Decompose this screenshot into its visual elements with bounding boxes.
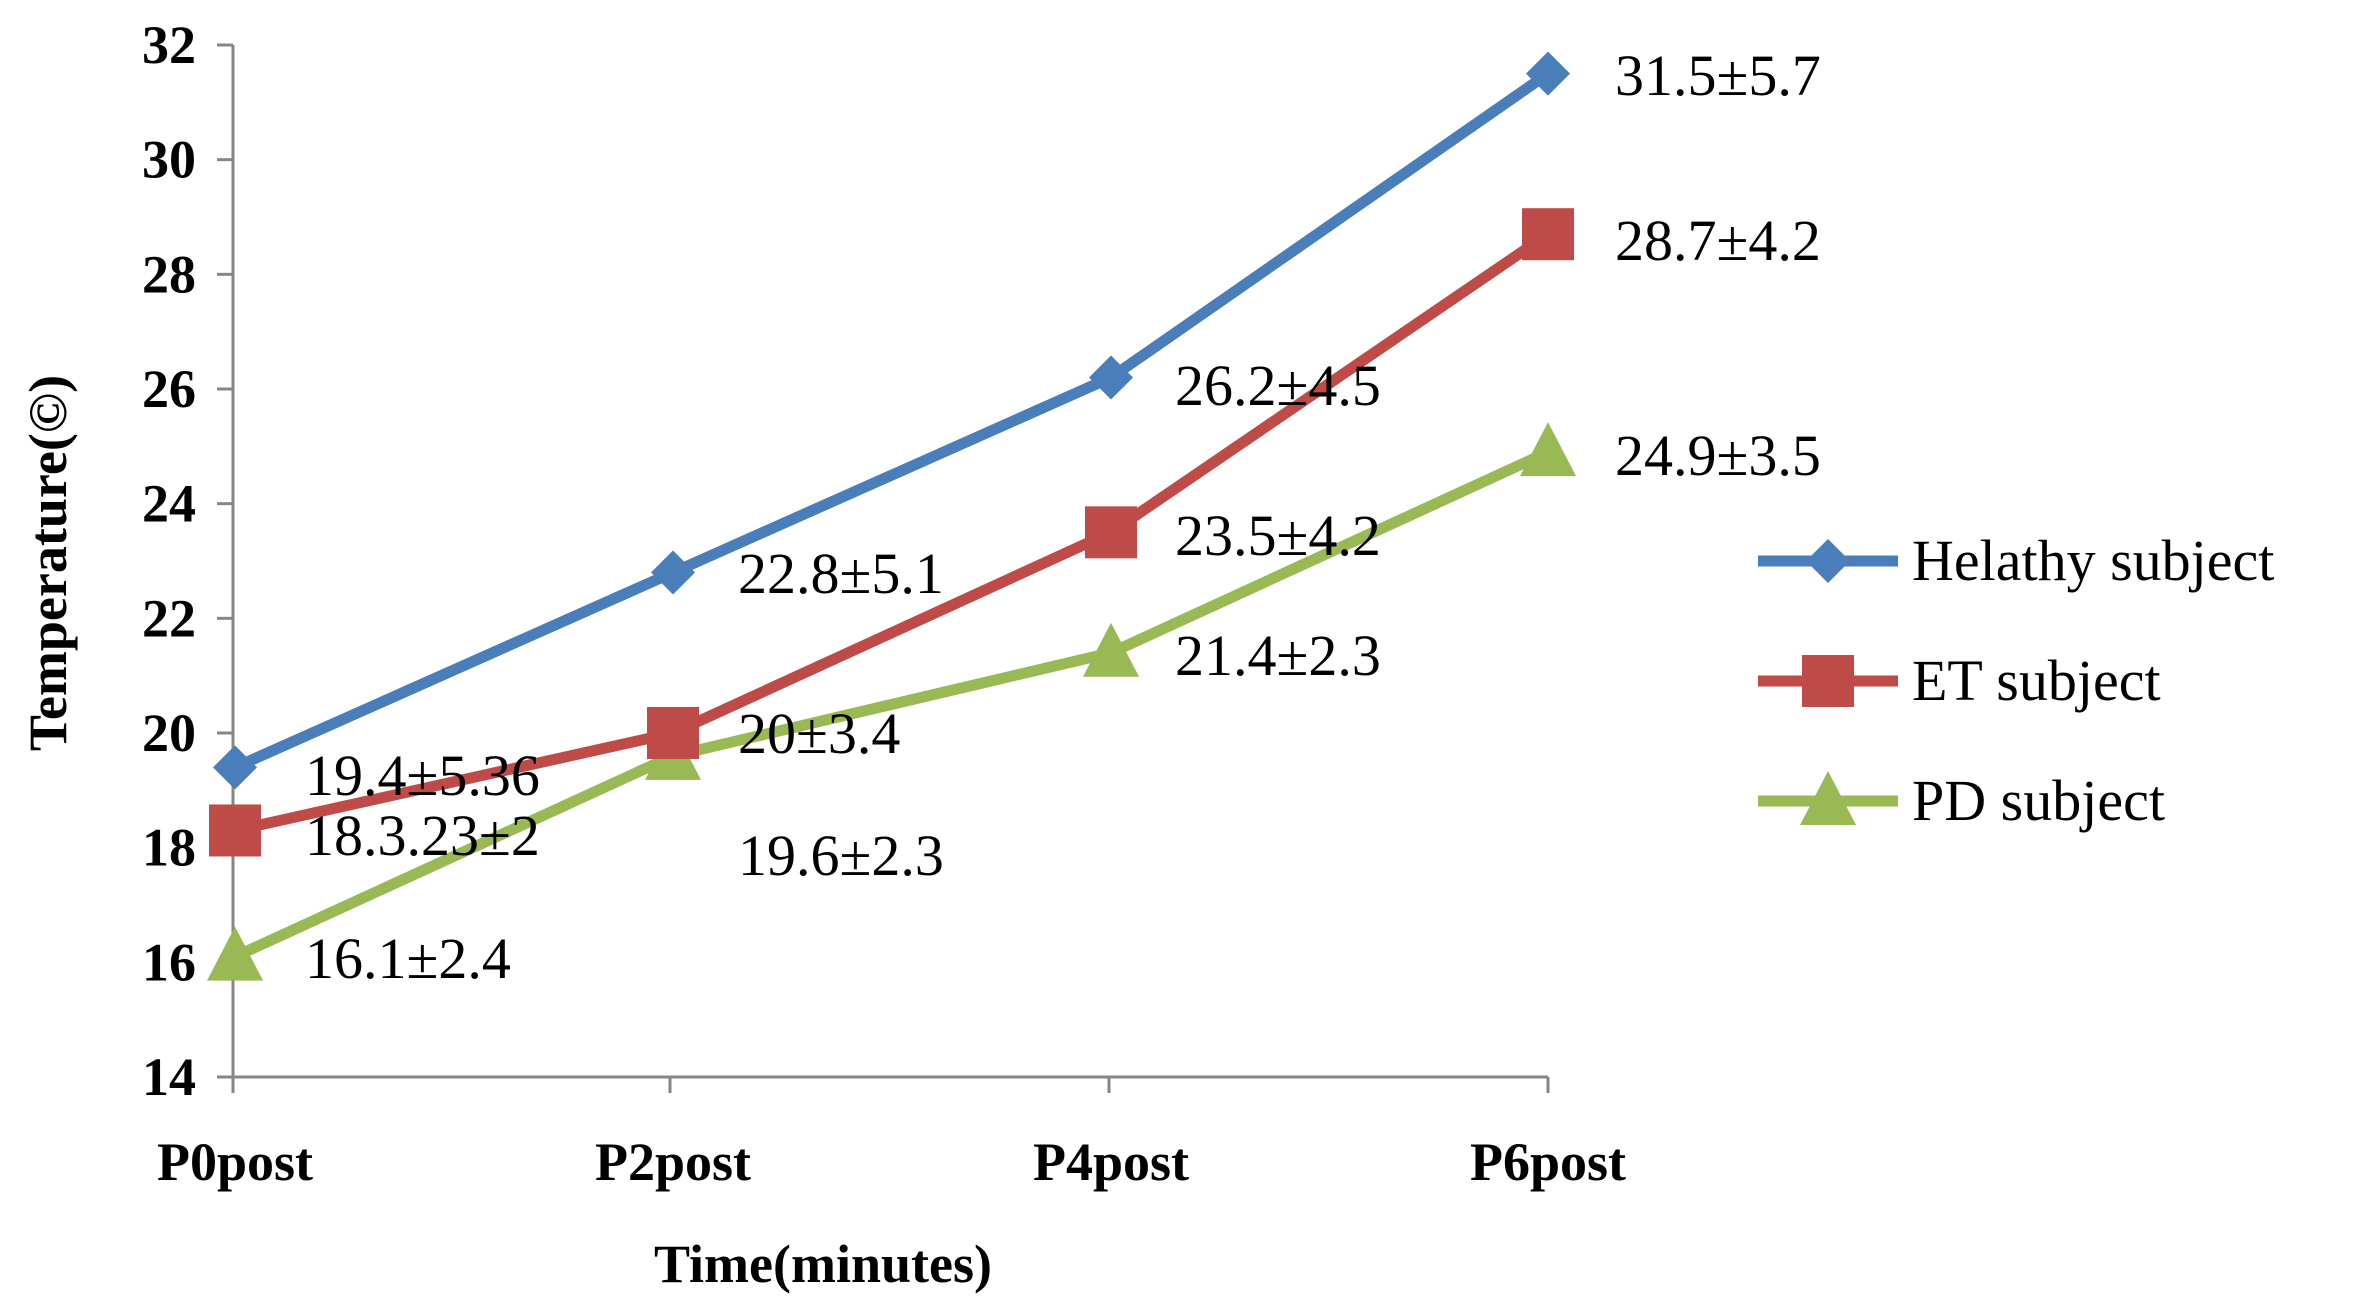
data-point-2-0 <box>207 926 263 981</box>
y-tick-label: 18 <box>142 818 196 878</box>
y-tick-label: 20 <box>142 703 196 763</box>
y-tick-label: 16 <box>142 932 196 992</box>
x-tick-label: P0post <box>157 1132 313 1192</box>
y-tick-label: 30 <box>142 130 196 190</box>
legend-marker <box>1800 771 1856 825</box>
x-tick-label: P2post <box>595 1132 751 1192</box>
data-label: 20±3.4 <box>738 701 900 766</box>
data-point-1-2 <box>1085 506 1137 559</box>
series-line-0 <box>232 69 1552 773</box>
y-axis-ticks: 14 16 18 20 22 24 26 28 30 32 <box>142 15 233 1107</box>
legend-marker <box>1802 655 1854 707</box>
data-label: 16.1±2.4 <box>305 926 511 991</box>
y-tick-label: 32 <box>142 15 196 75</box>
legend: Helathy subject ET subject PD subject <box>1758 528 2274 833</box>
data-label: 21.4±2.3 <box>1175 623 1381 688</box>
y-tick-label: 26 <box>142 359 196 419</box>
y-axis-title: Temperature(©) <box>18 375 78 751</box>
data-label: 19.6±2.3 <box>738 823 944 888</box>
legend-item: PD subject <box>1758 768 2165 833</box>
legend-label: Helathy subject <box>1912 528 2274 593</box>
legend-item: Helathy subject <box>1758 528 2274 593</box>
y-tick-label: 28 <box>142 244 196 304</box>
data-point-0-1 <box>651 550 695 595</box>
y-tick-label: 22 <box>142 588 196 648</box>
data-point-0-3 <box>1526 51 1570 96</box>
legend-label: ET subject <box>1912 648 2161 713</box>
x-axis-ticks: P0post P2post P4post P6post <box>157 1077 1626 1192</box>
data-point-1-1 <box>647 707 699 759</box>
chart-axes <box>231 45 1548 1079</box>
data-labels: 19.4±5.36 22.8±5.1 26.2±4.5 31.5±5.7 18.3.23… <box>305 43 1821 991</box>
legend-label: PD subject <box>1912 768 2165 833</box>
series-line-2 <box>232 447 1551 962</box>
data-label: 26.2±4.5 <box>1175 353 1381 418</box>
series-markers <box>207 51 1576 981</box>
legend-marker <box>1806 539 1850 583</box>
series-lines <box>232 69 1552 962</box>
y-tick-label: 24 <box>142 474 196 534</box>
data-point-0-0 <box>213 745 257 790</box>
data-label: 22.8±5.1 <box>738 541 944 606</box>
x-tick-label: P6post <box>1470 1132 1626 1192</box>
data-label: 23.5±4.2 <box>1175 503 1381 568</box>
series-line-1 <box>233 229 1552 836</box>
data-point-1-3 <box>1522 208 1574 261</box>
data-label: 18.3.23±2 <box>305 803 540 868</box>
data-label: 31.5±5.7 <box>1615 43 1821 108</box>
data-point-0-2 <box>1089 355 1133 400</box>
data-point-1-0 <box>209 804 261 857</box>
x-tick-label: P4post <box>1033 1132 1189 1192</box>
legend-item: ET subject <box>1758 648 2161 713</box>
data-point-2-3 <box>1520 422 1576 477</box>
data-label: 24.9±3.5 <box>1615 423 1821 488</box>
x-axis-title: Time(minutes) <box>654 1234 992 1294</box>
data-point-2-2 <box>1083 622 1139 677</box>
data-label: 28.7±4.2 <box>1615 208 1821 273</box>
data-label: 19.4±5.36 <box>305 743 540 808</box>
y-tick-label: 14 <box>142 1047 196 1107</box>
